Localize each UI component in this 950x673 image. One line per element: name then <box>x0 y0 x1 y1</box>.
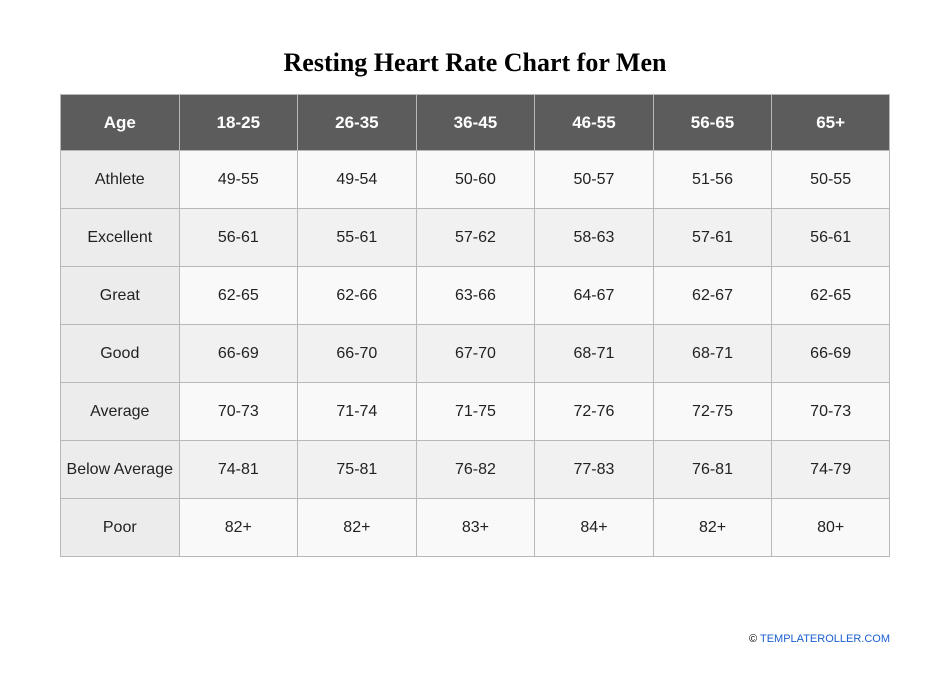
table-cell: 82+ <box>653 499 772 557</box>
table-cell: 50-57 <box>535 151 654 209</box>
table-cell: 74-79 <box>772 441 890 499</box>
table-row-label: Average <box>61 383 180 441</box>
page-root: Resting Heart Rate Chart for Men Age18-2… <box>0 0 950 673</box>
table-cell: 68-71 <box>535 325 654 383</box>
table-cell: 68-71 <box>653 325 772 383</box>
table-cell: 72-75 <box>653 383 772 441</box>
footer: © TEMPLATEROLLER.COM <box>749 633 890 645</box>
table-cell: 49-55 <box>179 151 298 209</box>
table-head: Age18-2526-3536-4546-5556-6565+ <box>61 95 890 151</box>
table-cell: 75-81 <box>298 441 417 499</box>
table-cell: 77-83 <box>535 441 654 499</box>
table-cell: 64-67 <box>535 267 654 325</box>
table-cell: 84+ <box>535 499 654 557</box>
table-cell: 71-74 <box>298 383 417 441</box>
table-row-label: Below Average <box>61 441 180 499</box>
table-cell: 57-61 <box>653 209 772 267</box>
table-cell: 50-55 <box>772 151 890 209</box>
table-cell: 71-75 <box>416 383 535 441</box>
heart-rate-table: Age18-2526-3536-4546-5556-6565+ Athlete4… <box>60 94 890 557</box>
table-header-cell: 56-65 <box>653 95 772 151</box>
table-header-cell: 26-35 <box>298 95 417 151</box>
table-cell: 70-73 <box>772 383 890 441</box>
footer-source-link[interactable]: TEMPLATEROLLER.COM <box>760 633 890 645</box>
table-cell: 58-63 <box>535 209 654 267</box>
table-cell: 56-61 <box>179 209 298 267</box>
table-cell: 76-82 <box>416 441 535 499</box>
table-header-cell: Age <box>61 95 180 151</box>
table-cell: 62-67 <box>653 267 772 325</box>
table-header-cell: 36-45 <box>416 95 535 151</box>
table-row-label: Excellent <box>61 209 180 267</box>
table-cell: 80+ <box>772 499 890 557</box>
table-row: Good66-6966-7067-7068-7168-7166-69 <box>61 325 890 383</box>
table-cell: 57-62 <box>416 209 535 267</box>
table-cell: 66-70 <box>298 325 417 383</box>
table-row: Great62-6562-6663-6664-6762-6762-65 <box>61 267 890 325</box>
table-row-label: Poor <box>61 499 180 557</box>
table-cell: 51-56 <box>653 151 772 209</box>
table-body: Athlete49-5549-5450-6050-5751-5650-55Exc… <box>61 151 890 557</box>
table-row-label: Great <box>61 267 180 325</box>
page-title: Resting Heart Rate Chart for Men <box>60 48 890 78</box>
table-cell: 82+ <box>298 499 417 557</box>
table-header-cell: 65+ <box>772 95 890 151</box>
table-cell: 55-61 <box>298 209 417 267</box>
table-cell: 63-66 <box>416 267 535 325</box>
table-cell: 62-65 <box>179 267 298 325</box>
table-cell: 62-66 <box>298 267 417 325</box>
table-cell: 66-69 <box>179 325 298 383</box>
table-cell: 70-73 <box>179 383 298 441</box>
table-cell: 74-81 <box>179 441 298 499</box>
footer-copyright-symbol: © <box>749 633 760 645</box>
table-header-cell: 18-25 <box>179 95 298 151</box>
table-row: Poor82+82+83+84+82+80+ <box>61 499 890 557</box>
table-row: Below Average74-8175-8176-8277-8376-8174… <box>61 441 890 499</box>
table-row-label: Athlete <box>61 151 180 209</box>
table-row-label: Good <box>61 325 180 383</box>
table-row: Average70-7371-7471-7572-7672-7570-73 <box>61 383 890 441</box>
table-cell: 83+ <box>416 499 535 557</box>
table-row: Excellent56-6155-6157-6258-6357-6156-61 <box>61 209 890 267</box>
table-cell: 49-54 <box>298 151 417 209</box>
table-cell: 67-70 <box>416 325 535 383</box>
table-cell: 62-65 <box>772 267 890 325</box>
table-header-cell: 46-55 <box>535 95 654 151</box>
table-cell: 82+ <box>179 499 298 557</box>
table-cell: 50-60 <box>416 151 535 209</box>
table-cell: 72-76 <box>535 383 654 441</box>
table-row: Athlete49-5549-5450-6050-5751-5650-55 <box>61 151 890 209</box>
table-cell: 66-69 <box>772 325 890 383</box>
table-header-row: Age18-2526-3536-4546-5556-6565+ <box>61 95 890 151</box>
table-cell: 76-81 <box>653 441 772 499</box>
table-cell: 56-61 <box>772 209 890 267</box>
